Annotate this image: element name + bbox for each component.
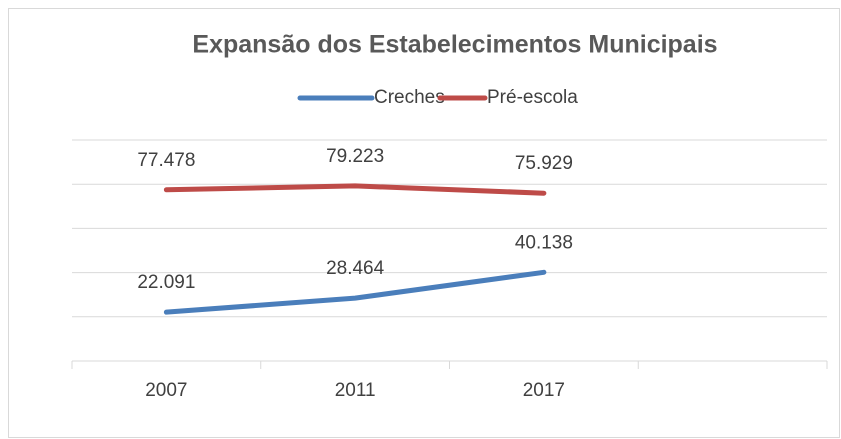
data-label: 28.464 (326, 258, 385, 279)
data-label: 75.929 (515, 153, 573, 174)
legend-label: Pré-escola (487, 87, 578, 108)
data-label: 40.138 (515, 232, 573, 253)
series-line (163, 183, 547, 196)
data-label: 79.223 (326, 146, 384, 167)
series-line (163, 269, 547, 315)
chart-border (8, 8, 840, 438)
x-tick-label: 2017 (523, 380, 565, 401)
legend-label: Creches (374, 87, 445, 108)
x-tick-label: 2007 (145, 380, 187, 401)
data-label: 22.091 (137, 272, 195, 293)
data-label: 77.478 (137, 150, 195, 171)
chart-title: Expansão dos Estabelecimentos Municipais (192, 31, 717, 59)
x-tick-label: 2011 (335, 380, 376, 401)
